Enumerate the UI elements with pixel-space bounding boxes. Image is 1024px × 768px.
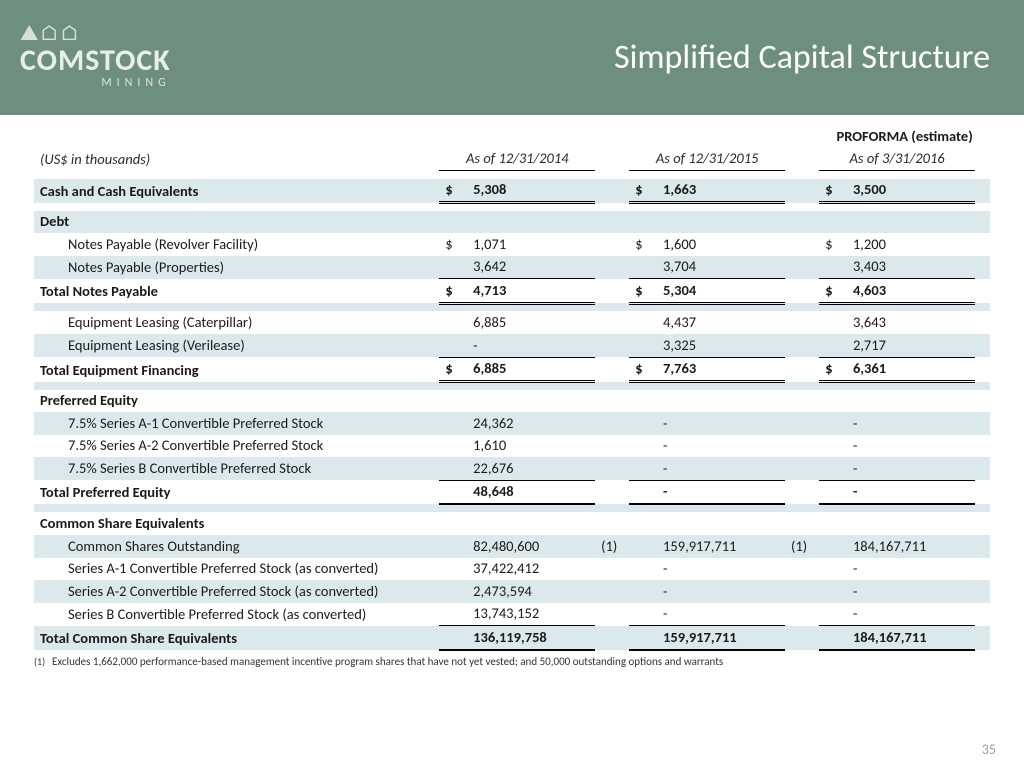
row-cse-b: Series B Convertible Preferred Stock (as… [34, 603, 990, 626]
cash-v3: 3,500 [847, 179, 975, 203]
company-logo: ⛰︎⌂⌂ COMSTOCK MINING [20, 25, 171, 90]
logo-illustration: ⛰︎⌂⌂ [20, 25, 171, 40]
np-revolver-label: Notes Payable (Revolver Facility) [34, 233, 439, 256]
row-np-revolver: Notes Payable (Revolver Facility) $1,071… [34, 233, 990, 256]
np-total-label: Total Notes Payable [34, 279, 439, 304]
np-prop-label: Notes Payable (Properties) [34, 256, 439, 279]
row-cash: Cash and Cash Equivalents $ 5,308 $ 1,66… [34, 179, 990, 203]
logo-sub: MINING [20, 76, 171, 90]
row-cse-total: Total Common Share Equivalents 136,119,7… [34, 626, 990, 650]
cash-v1: 5,308 [467, 179, 595, 203]
row-eq-ver: Equipment Leasing (Verilease) - 3,325 2,… [34, 334, 990, 357]
cash-sym-1: $ [439, 179, 467, 203]
footnote-mark-icon: (1) [785, 535, 800, 558]
page-number: 35 [982, 741, 996, 758]
cash-v2: 1,663 [657, 179, 785, 203]
footnote-text: Excludes 1,662,000 performance-based man… [52, 655, 723, 668]
slide-header: ⛰︎⌂⌂ COMSTOCK MINING Simplified Capital … [0, 0, 1024, 115]
row-cse-out: Common Shares Outstanding 82,480,600(1) … [34, 535, 990, 558]
slide-body: PROFORMA (estimate) (US$ in thousands) A… [0, 115, 1024, 668]
debt-hdr: Debt [34, 211, 439, 234]
cash-label: Cash and Cash Equivalents [34, 179, 439, 203]
proforma-label: PROFORMA (estimate) [819, 125, 990, 148]
row-np-properties: Notes Payable (Properties) 3,642 3,704 3… [34, 256, 990, 279]
slide-title: Simplified Capital Structure [614, 37, 990, 78]
row-debt-header: Debt [34, 211, 990, 234]
footnote-mark-icon: (1) [595, 535, 610, 558]
row-cse-a1: Series A-1 Convertible Preferred Stock (… [34, 558, 990, 581]
cash-sym-2: $ [629, 179, 657, 203]
row-pe-a2: 7.5% Series A-2 Convertible Preferred St… [34, 435, 990, 458]
row-cse-header: Common Share Equivalents [34, 512, 990, 535]
row-eq-total: Total Equipment Financing $6,885 $7,763 … [34, 357, 990, 382]
row-pe-header: Preferred Equity [34, 390, 990, 413]
row-pe-b: 7.5% Series B Convertible Preferred Stoc… [34, 457, 990, 480]
proforma-row: PROFORMA (estimate) [34, 125, 990, 148]
col-2016: As of 3/31/2016 [819, 148, 975, 171]
footnote: (1) Excludes 1,662,000 performance-based… [34, 655, 990, 668]
col-2014: As of 12/31/2014 [439, 148, 595, 171]
capital-structure-table: PROFORMA (estimate) (US$ in thousands) A… [34, 125, 990, 651]
row-pe-a1: 7.5% Series A-1 Convertible Preferred St… [34, 412, 990, 435]
row-pe-total: Total Preferred Equity 48,648 - - [34, 480, 990, 504]
row-np-total: Total Notes Payable $4,713 $5,304 $4,603 [34, 279, 990, 304]
unit-note: (US$ in thousands) [34, 148, 439, 171]
row-cse-a2: Series A-2 Convertible Preferred Stock (… [34, 580, 990, 603]
column-headers: (US$ in thousands) As of 12/31/2014 As o… [34, 148, 990, 171]
logo-name: COMSTOCK [20, 46, 171, 76]
footnote-marker: (1) [34, 655, 52, 668]
row-eq-cat: Equipment Leasing (Caterpillar) 6,885 4,… [34, 311, 990, 334]
col-2015: As of 12/31/2015 [629, 148, 785, 171]
cash-sym-3: $ [819, 179, 847, 203]
